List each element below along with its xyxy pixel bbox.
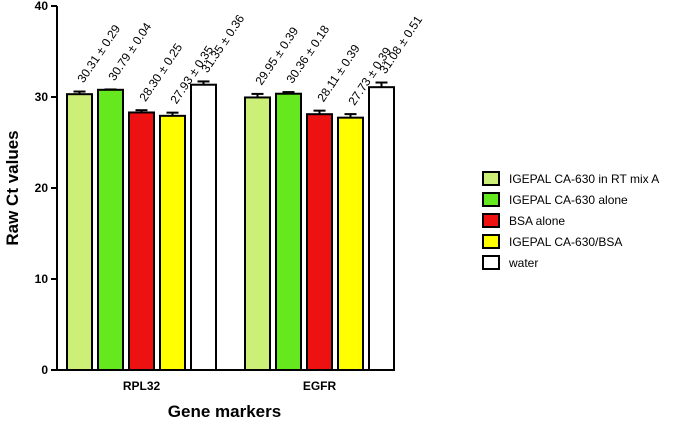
legend-swatch bbox=[482, 171, 500, 186]
x-category-label: RPL32 bbox=[123, 379, 161, 393]
x-category-label: EGFR bbox=[303, 379, 337, 393]
legend-label: IGEPAL CA-630/BSA bbox=[509, 235, 622, 249]
y-tick-label: 0 bbox=[41, 363, 48, 377]
legend-label: water bbox=[508, 256, 538, 270]
legend-swatch bbox=[482, 213, 500, 228]
legend-label: IGEPAL CA-630 alone bbox=[509, 193, 628, 207]
x-axis-category-labels: RPL32 EGFR bbox=[123, 379, 337, 393]
legend: IGEPAL CA-630 in RT mix A IGEPAL CA-630 a… bbox=[482, 171, 659, 270]
y-axis-ticks: 0 10 20 30 40 bbox=[35, 0, 57, 377]
data-label: 31.08 ± 0.51 bbox=[376, 13, 425, 76]
y-tick-label: 10 bbox=[35, 272, 49, 286]
legend-swatch bbox=[482, 192, 500, 207]
bar bbox=[66, 93, 93, 372]
bar bbox=[128, 111, 155, 371]
legend-swatch bbox=[482, 255, 500, 270]
legend-swatch bbox=[482, 234, 500, 249]
data-label: 31.35 ± 0.36 bbox=[198, 12, 247, 75]
bar bbox=[306, 113, 333, 371]
bar bbox=[190, 83, 217, 371]
bar bbox=[159, 114, 186, 371]
bar bbox=[97, 88, 124, 371]
y-tick-label: 40 bbox=[35, 0, 49, 13]
y-tick-label: 30 bbox=[35, 90, 49, 104]
bar bbox=[244, 96, 271, 372]
bar bbox=[275, 92, 302, 371]
x-axis-title: Gene markers bbox=[168, 402, 281, 421]
y-axis-title: Raw Ct values bbox=[3, 130, 22, 245]
legend-label: BSA alone bbox=[509, 214, 565, 228]
y-tick-label: 20 bbox=[35, 181, 49, 195]
bar bbox=[337, 116, 364, 371]
bar bbox=[368, 86, 395, 371]
legend-label: IGEPAL CA-630 in RT mix A bbox=[509, 172, 659, 186]
